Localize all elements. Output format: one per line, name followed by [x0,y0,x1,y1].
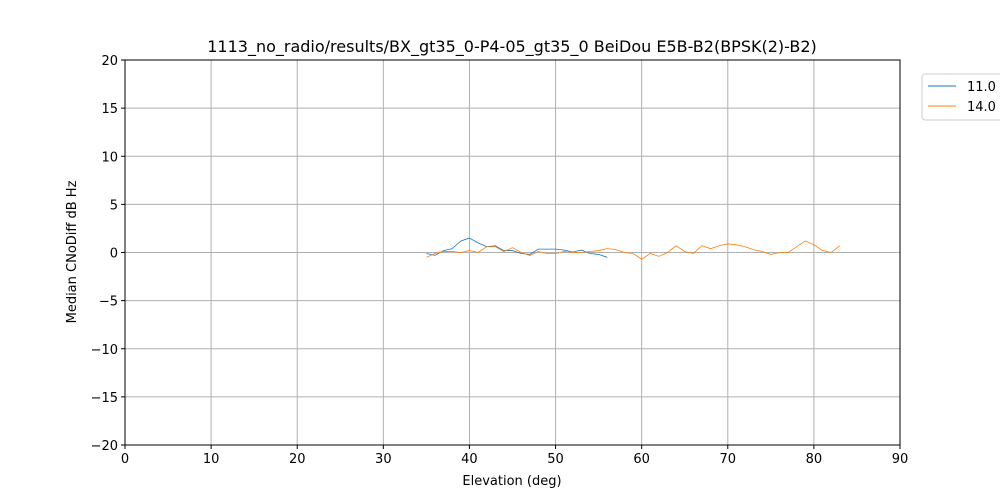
y-tick-label: 0 [110,247,118,262]
legend-label-11: 11.0 [967,80,996,95]
x-tick-label: 20 [289,452,306,467]
y-tick-label: 10 [101,150,118,165]
x-axis-label: Elevation (deg) [462,474,561,489]
x-tick-label: 30 [375,452,392,467]
x-tick-label: 90 [892,452,909,467]
series-lines [426,237,840,260]
x-tick-label: 10 [203,452,220,467]
y-tick-label: 15 [101,102,118,117]
chart-title: 1113_no_radio/results/BX_gt35_0-P4-05_gt… [207,37,817,57]
y-tick-label: −10 [91,343,118,358]
x-tick-label: 70 [720,452,737,467]
x-tick-label: 40 [461,452,478,467]
y-tick-label: −5 [99,295,118,310]
legend: 11.0 14.0 [921,73,1000,121]
series-line-11.0 [426,237,608,258]
legend-label-14: 14.0 [967,100,996,115]
y-axis-label: Median CNoDiff dB Hz [65,180,80,323]
y-tick-label: 20 [101,54,118,69]
x-tick-label: 80 [806,452,823,467]
series-line-14.0 [426,240,840,260]
y-tick-label: −20 [91,439,118,454]
ticks: 0 10 20 30 40 50 60 70 80 90 −20 −15 −10 −5 0 5 10 15 20 [91,54,909,467]
x-tick-label: 50 [547,452,564,467]
y-tick-label: 5 [110,198,118,213]
x-tick-label: 60 [633,452,650,467]
x-tick-label: 0 [121,452,129,467]
y-tick-label: −15 [91,391,118,406]
